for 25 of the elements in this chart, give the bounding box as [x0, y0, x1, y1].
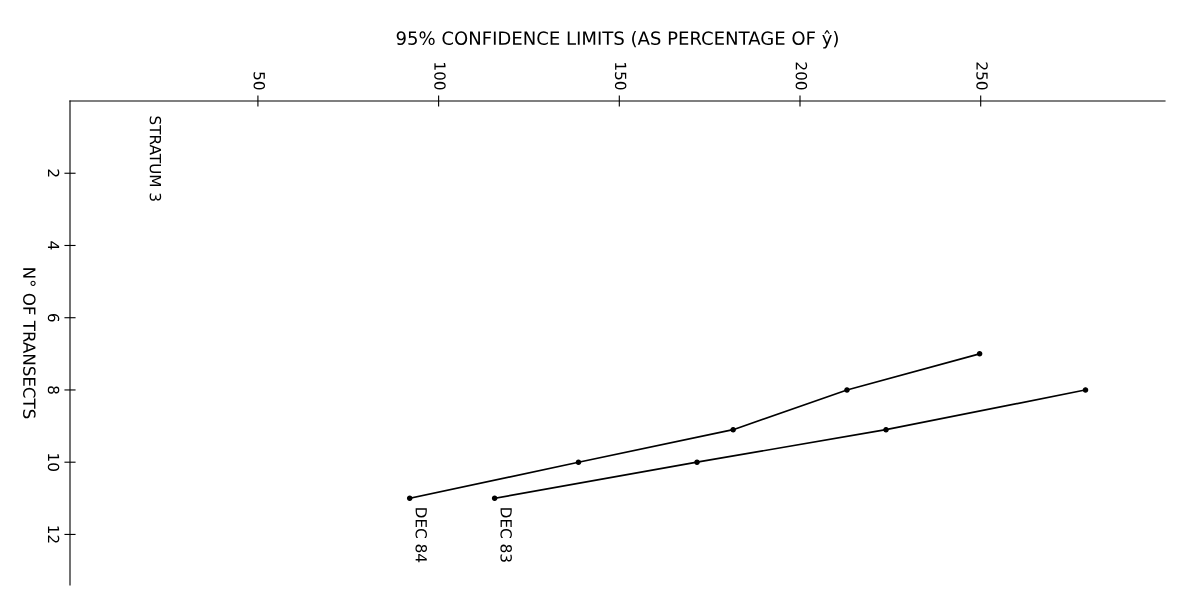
y-tick-label: 12	[47, 526, 60, 543]
y-tick-label: 10	[47, 454, 60, 471]
y-axis-title: N° OF TRANSECTS	[23, 268, 36, 419]
x-tick-label: 200	[795, 62, 808, 90]
point	[575, 459, 582, 465]
y-tick-label: 8	[47, 386, 60, 394]
x-axis-title: 95% CONFIDENCE LIMITS (AS PERCENTAGE OF ŷ)	[396, 30, 838, 49]
point	[844, 387, 850, 393]
y-tick-label: 6	[47, 313, 60, 322]
point	[694, 459, 700, 465]
point	[406, 495, 413, 502]
text: DEC 84	[415, 508, 427, 563]
x-tick-label: 150	[614, 63, 627, 90]
y-tick-label: 4	[47, 241, 60, 250]
x-tick-label: 50	[253, 72, 266, 90]
annotation: STRATUM 3	[149, 116, 162, 201]
point	[976, 351, 983, 357]
point	[883, 426, 889, 433]
x-tick-label: 100	[434, 63, 446, 90]
point	[1082, 387, 1089, 393]
y-tick-label: 2	[47, 169, 60, 177]
text: DEC 83	[500, 508, 512, 562]
point	[730, 426, 736, 433]
point	[491, 495, 498, 502]
x-tick-label: 250	[976, 62, 988, 90]
